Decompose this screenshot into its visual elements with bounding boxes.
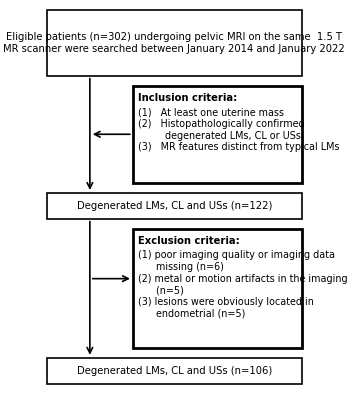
Bar	[47, 10, 302, 76]
Bar	[133, 229, 302, 348]
Bar	[133, 86, 302, 183]
Text: Degenerated LMs, CL and USs (n=122): Degenerated LMs, CL and USs (n=122)	[77, 201, 272, 211]
Text: Eligible patients (n=302) undergoing pelvic MRI on the same  1.5 T
MR scanner we: Eligible patients (n=302) undergoing pel…	[4, 32, 345, 54]
Bar	[47, 358, 302, 384]
Text: Inclusion criteria:: Inclusion criteria:	[138, 93, 238, 103]
Text: (1)   At least one uterine mass
(2)   Histopathologically confirmed
         deg: (1) At least one uterine mass (2) Histop…	[138, 108, 340, 152]
Text: (1) poor imaging quality or imaging data
      missing (n=6)
(2) metal or motion: (1) poor imaging quality or imaging data…	[138, 250, 348, 318]
Bar	[47, 193, 302, 219]
Text: Degenerated LMs, CL and USs (n=106): Degenerated LMs, CL and USs (n=106)	[77, 366, 272, 376]
Text: Exclusion criteria:: Exclusion criteria:	[138, 236, 240, 246]
